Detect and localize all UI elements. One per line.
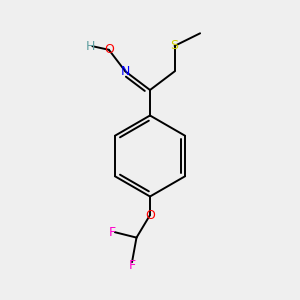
Text: O: O <box>145 208 155 222</box>
Text: N: N <box>121 65 130 78</box>
Text: F: F <box>128 259 136 272</box>
Text: F: F <box>108 226 116 239</box>
Text: H: H <box>86 40 96 53</box>
Text: S: S <box>171 39 178 52</box>
Text: O: O <box>104 43 114 56</box>
